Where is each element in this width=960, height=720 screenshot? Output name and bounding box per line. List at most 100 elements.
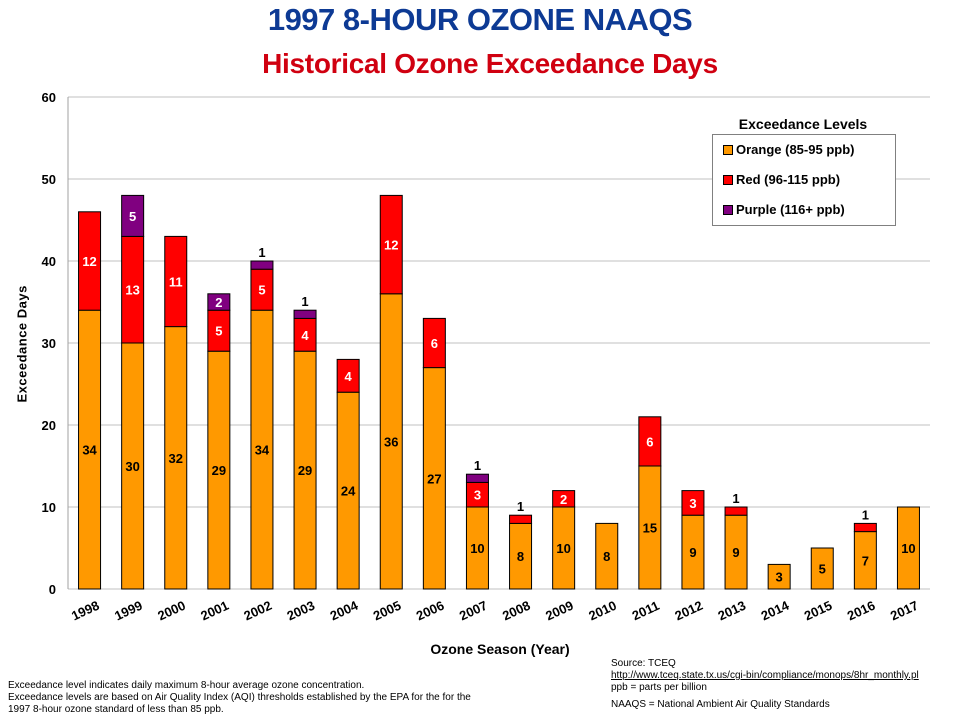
y-tick-label: 0: [49, 582, 56, 597]
data-label: 1: [301, 294, 308, 309]
x-tick-label: 2000: [155, 598, 188, 624]
x-tick-label: 2017: [888, 598, 921, 624]
data-label: 34: [82, 443, 97, 458]
bar-segment-orange: [810, 547, 834, 590]
x-tick-label: 2015: [802, 598, 835, 624]
bar-segment-red: [422, 317, 446, 369]
data-label: 12: [82, 254, 96, 269]
bar-segment-red: [78, 211, 102, 311]
data-label: 34: [255, 443, 270, 458]
bar-segment-red: [552, 490, 576, 508]
x-tick-label: 1999: [112, 598, 145, 624]
bar-segment-red: [853, 522, 877, 533]
legend-label: Purple (116+ ppb): [736, 202, 845, 217]
data-label: 9: [689, 545, 696, 560]
legend-swatch-red: [723, 174, 733, 185]
bar-segment-orange: [767, 563, 791, 590]
data-label: 15: [643, 521, 657, 536]
data-label: 30: [125, 459, 139, 474]
x-tick-label: 2008: [500, 598, 533, 624]
x-tick-label: 2012: [672, 598, 705, 624]
x-tick-label: 2013: [716, 598, 749, 624]
data-label: 4: [345, 369, 353, 384]
legend-title: Exceedance Levels: [738, 116, 868, 132]
data-label: 3: [689, 496, 696, 511]
bar-segment-red: [681, 490, 705, 516]
data-label: 2: [560, 492, 567, 507]
bar-segment-purple: [250, 260, 274, 270]
y-tick-label: 30: [42, 336, 56, 351]
y-tick-label: 40: [42, 254, 56, 269]
x-tick-label: 2005: [371, 598, 404, 624]
data-label: 5: [129, 209, 136, 224]
x-tick-label: 2011: [630, 598, 662, 624]
bar-segment-orange: [595, 522, 619, 590]
naaqs-definition: NAAQS = National Ambient Air Quality Sta…: [611, 699, 830, 710]
x-tick-label: 2003: [285, 598, 318, 624]
source-text: Source: TCEQ: [611, 658, 676, 669]
legend-item-red: Red (96-115 ppb): [723, 172, 840, 187]
legend-item-purple: Purple (116+ ppb): [723, 202, 845, 217]
bar-segment-red: [336, 358, 360, 393]
bar-segment-red: [638, 416, 662, 467]
data-label: 27: [427, 471, 441, 486]
data-label: 29: [212, 463, 226, 478]
data-label: 5: [215, 324, 222, 339]
data-label: 32: [169, 451, 183, 466]
data-label: 1: [517, 499, 524, 514]
data-label: 1: [474, 458, 481, 473]
x-tick-label: 2016: [845, 598, 878, 624]
y-tick-label: 60: [42, 90, 56, 105]
chart-subtitle: Historical Ozone Exceedance Days: [262, 48, 718, 79]
bar-segment-red: [509, 514, 533, 524]
x-tick-label: 2014: [759, 597, 792, 623]
footnote-left: Exceedance level indicates daily maximum…: [8, 680, 568, 716]
data-label: 5: [258, 283, 265, 298]
x-tick-label: 2007: [457, 598, 490, 624]
data-label: 12: [384, 238, 398, 253]
x-tick-label: 2001: [198, 598, 231, 624]
data-label: 6: [431, 336, 438, 351]
data-label: 29: [298, 463, 312, 478]
data-label: 7: [862, 553, 869, 568]
bar-segment-purple: [121, 194, 145, 237]
bar-segment-red: [164, 235, 188, 328]
x-tick-label: 2009: [543, 598, 576, 624]
bar-segment-purple: [465, 473, 489, 483]
footnote-line: Exceedance levels are based on Air Quali…: [8, 692, 471, 703]
data-label: 3: [776, 570, 783, 585]
bar-segment-red: [379, 194, 403, 295]
data-label: 13: [125, 283, 139, 298]
data-label: 10: [901, 541, 915, 556]
data-label: 9: [732, 545, 739, 560]
data-label: 3: [474, 488, 481, 503]
y-tick-label: 50: [42, 172, 56, 187]
data-label: 6: [646, 434, 653, 449]
bar-segment-purple: [207, 293, 231, 311]
legend: Orange (85-95 ppb) Red (96-115 ppb) Purp…: [712, 134, 896, 226]
x-axis-label: Ozone Season (Year): [430, 641, 570, 657]
data-label: 24: [341, 484, 356, 499]
data-label: 4: [301, 328, 309, 343]
legend-item-orange: Orange (85-95 ppb): [723, 142, 854, 157]
legend-swatch-purple: [723, 204, 733, 215]
footnote-right: Source: TCEQ http://www.tceq.state.tx.us…: [611, 658, 956, 711]
x-tick-label: 2010: [586, 598, 619, 624]
data-label: 1: [258, 245, 265, 260]
ppb-definition: ppb = parts per billion: [611, 682, 707, 693]
legend-swatch-orange: [723, 144, 733, 155]
source-link[interactable]: http://www.tceq.state.tx.us/cgi-bin/comp…: [611, 670, 919, 681]
legend-label: Red (96-115 ppb): [736, 172, 841, 187]
bar-segment-red: [724, 506, 748, 516]
x-tick-label: 2006: [414, 598, 447, 624]
data-label: 5: [819, 562, 826, 577]
data-label: 36: [384, 434, 398, 449]
data-label: 2: [215, 295, 222, 310]
x-tick-label: 1998: [69, 598, 102, 624]
bar-segment-purple: [293, 309, 317, 319]
data-label: 1: [862, 507, 869, 522]
bar-segment-orange: [896, 506, 920, 590]
legend-label: Orange (85-95 ppb): [736, 142, 855, 157]
chart-title: 1997 8-HOUR OZONE NAAQS: [267, 2, 693, 37]
